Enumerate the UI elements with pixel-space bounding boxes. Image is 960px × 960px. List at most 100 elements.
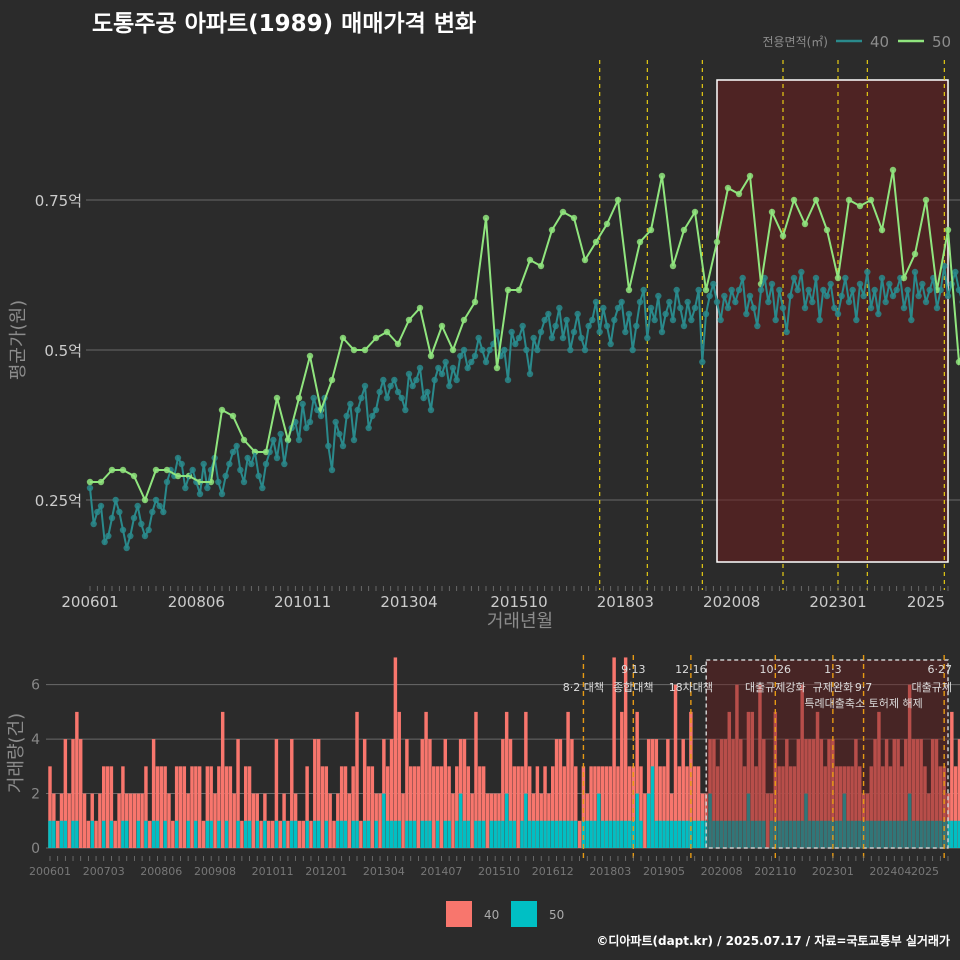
- volume-bar-40: [286, 820, 290, 848]
- volume-bar-40: [750, 711, 755, 848]
- credit-line: ©디아파트(dapt.kr) / 2025.07.17 / 자료=국토교통부 실…: [596, 934, 950, 948]
- volume-bar-50: [616, 820, 620, 848]
- volume-bar-50: [539, 820, 543, 848]
- volume-bar-50: [336, 820, 340, 848]
- volume-x-tick-label: 201510: [478, 865, 520, 878]
- volume-bar-50: [585, 820, 589, 848]
- volume-bar-40: [220, 711, 225, 848]
- price-y-tick-label: 0.75억: [35, 192, 82, 210]
- volume-bar-50: [865, 820, 870, 848]
- volume-bar-40: [627, 766, 632, 848]
- volume-bar-40: [846, 766, 850, 848]
- volume-bar-40: [109, 766, 114, 848]
- volume-bar-40: [485, 793, 490, 848]
- volume-bar-40: [174, 766, 179, 848]
- volume-x-tick-label: 201304: [363, 865, 405, 878]
- volume-bar-40: [570, 739, 574, 848]
- volume-bar-40: [278, 820, 282, 848]
- volume-bar-50: [205, 820, 210, 848]
- volume-highlight-box: [705, 659, 949, 849]
- volume-bar-40: [777, 766, 781, 848]
- volume-bar-50: [669, 820, 674, 848]
- volume-bar-40: [313, 739, 317, 848]
- volume-bar-40: [224, 766, 229, 848]
- volume-bar-50: [858, 820, 862, 848]
- volume-bar-40: [267, 820, 271, 848]
- volume-bar-50: [63, 820, 68, 848]
- volume-x-tick-label: 202008: [701, 865, 743, 878]
- volume-bar-40: [205, 766, 210, 848]
- volume-bar-40: [712, 739, 716, 848]
- volume-bar-40: [877, 711, 881, 848]
- volume-bar-50: [324, 820, 329, 848]
- volume-bar-40: [117, 793, 121, 848]
- volume-bar-40: [478, 766, 482, 848]
- volume-chart: 8·2 대책 9·13 종합대책 12·16 18차대책 10·26 대출규제강화 1·3 규제…: [6, 655, 960, 927]
- volume-bar-40: [63, 739, 68, 848]
- volume-bar-40: [858, 766, 862, 848]
- volume-bar-50: [48, 820, 52, 848]
- volume-bar-40: [677, 766, 682, 848]
- price-x-tick-label: 201304: [380, 593, 437, 611]
- volume-x-tick-label: 200806: [140, 865, 182, 878]
- volume-bar-40: [508, 739, 513, 848]
- volume-bar-40: [393, 657, 398, 848]
- volume-bar-50: [692, 820, 697, 848]
- volume-bars: [48, 657, 960, 848]
- volume-bar-40: [274, 739, 279, 848]
- volume-bar-40: [892, 739, 897, 848]
- volume-bar-40: [228, 766, 233, 848]
- price-y-axis-title: 평균가(원): [8, 300, 29, 380]
- volume-bar-40: [554, 739, 559, 848]
- volume-bar-50: [520, 820, 524, 848]
- volume-bar-40: [366, 766, 371, 848]
- volume-bar-50: [101, 820, 106, 848]
- volume-bar-40: [689, 711, 693, 848]
- volume-bar-40: [804, 739, 808, 848]
- volume-bar-40: [884, 739, 889, 848]
- volume-bar-40: [389, 739, 394, 848]
- volume-bar-40: [247, 766, 252, 848]
- price-x-ticks: 200601 200806 201011 201304 201510 201803 2020…: [61, 593, 945, 611]
- volume-bar-40: [681, 739, 685, 848]
- volume-bar-50: [911, 820, 916, 848]
- volume-bar-50: [612, 820, 616, 848]
- volume-bar-50: [927, 820, 931, 848]
- policy-annotation: 9·13: [621, 663, 646, 676]
- volume-bar-50: [550, 820, 555, 848]
- volume-bar-40: [873, 739, 877, 848]
- volume-bar-50: [562, 820, 566, 848]
- volume-bar-50: [754, 820, 758, 848]
- volume-bar-40: [201, 820, 206, 848]
- volume-bar-50: [723, 820, 728, 848]
- volume-bar-50: [700, 820, 705, 848]
- volume-bar-40: [811, 739, 816, 848]
- volume-bar-40: [716, 766, 720, 848]
- volume-bar-50: [861, 820, 866, 848]
- volume-bar-40: [808, 739, 812, 848]
- volume-bar-50: [424, 820, 428, 848]
- volume-bar-50: [685, 820, 689, 848]
- volume-bar-40: [762, 739, 766, 848]
- volume-bar-40: [451, 793, 455, 848]
- volume-bar-40: [432, 766, 436, 848]
- volume-bar-50: [362, 820, 367, 848]
- volume-bar-40: [148, 820, 152, 848]
- volume-bar-50: [155, 820, 160, 848]
- volume-bar-40: [608, 766, 613, 848]
- volume-bar-50: [727, 820, 731, 848]
- volume-bar-40: [458, 739, 463, 848]
- price-x-tick-label: 201011: [274, 593, 331, 611]
- legend-label-50: 50: [932, 33, 951, 51]
- volume-bar-40: [128, 793, 133, 848]
- volume-bar-40: [332, 820, 336, 848]
- legend-label-40: 40: [870, 33, 889, 51]
- volume-bar-40: [240, 820, 244, 848]
- volume-bar-40: [781, 766, 785, 848]
- volume-bar-40: [788, 766, 793, 848]
- volume-y-tick-label: 0: [31, 841, 40, 857]
- volume-bar-50: [366, 820, 371, 848]
- volume-bar-50: [777, 820, 781, 848]
- volume-bar-40: [370, 766, 375, 848]
